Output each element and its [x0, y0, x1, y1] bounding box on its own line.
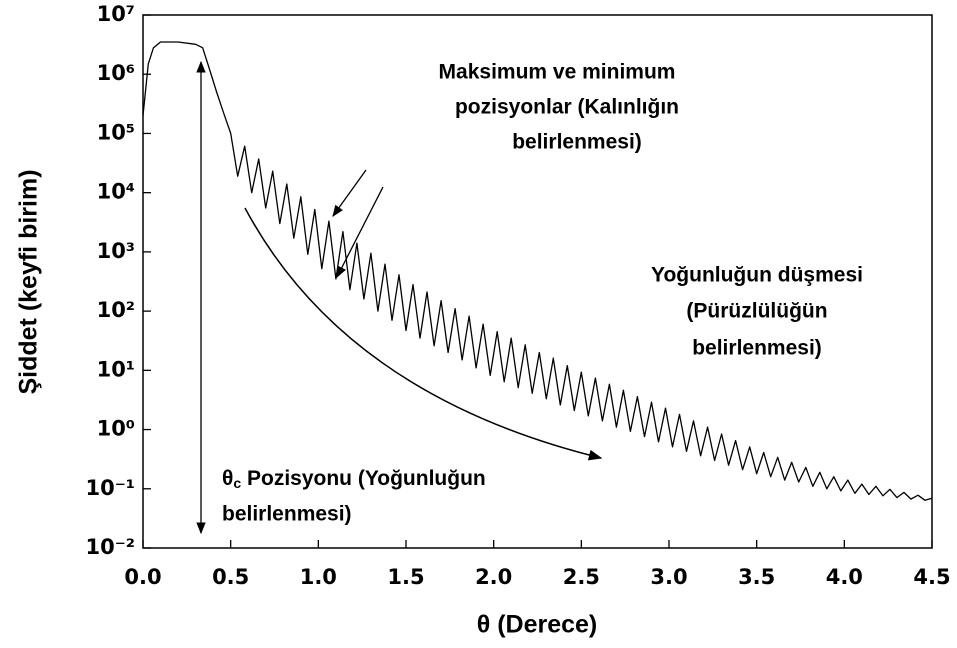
annotation-symbol: θ — [222, 467, 233, 490]
y-tick-label: 10⁶ — [97, 61, 135, 85]
x-tick-label: 4.0 — [826, 565, 863, 589]
x-tick-label: 0.0 — [124, 565, 161, 589]
pointer-arrow — [336, 186, 384, 279]
annotation: belirlenmesi) — [222, 503, 352, 526]
x-tick-label: 0.5 — [212, 565, 249, 589]
x-tick-label: 3.5 — [738, 565, 775, 589]
data-line — [142, 41, 933, 501]
annotation-subscript: c — [233, 475, 241, 491]
x-tick-label: 4.5 — [913, 565, 950, 589]
y-tick-label: 10⁷ — [97, 2, 135, 26]
annotation: θc Pozisyonu (Yoğunluğun — [222, 467, 486, 491]
y-tick-label: 10⁻¹ — [85, 476, 135, 500]
annotation: (Pürüzlülüğün — [686, 300, 827, 323]
annotation: pozisyonlar (Kalınlığın — [455, 96, 679, 119]
y-tick-label: 10⁻² — [85, 535, 135, 559]
y-tick-label: 10¹ — [97, 357, 135, 381]
x-axis-label: θ (Derece) — [477, 611, 598, 639]
annotation: belirlenmesi) — [692, 337, 822, 360]
pointer-arrow — [332, 169, 367, 217]
y-axis-label: Şiddet (keyfi birim) — [15, 169, 43, 394]
y-tick-label: 10⁵ — [97, 120, 135, 144]
x-tick-label: 1.0 — [300, 565, 337, 589]
annotation: belirlenmesi) — [512, 131, 642, 154]
y-tick-label: 10² — [97, 298, 135, 322]
x-tick-label: 2.5 — [563, 565, 600, 589]
x-tick-label: 1.5 — [387, 565, 424, 589]
annotation: Pozisyonu (Yoğunluğun — [241, 467, 486, 490]
plot-frame — [142, 14, 933, 549]
y-tick-label: 10³ — [97, 239, 135, 263]
y-tick-label: 10⁴ — [97, 180, 135, 204]
x-tick-label: 3.0 — [650, 565, 687, 589]
decay-arrow — [244, 207, 603, 461]
annotation: Yoğunluğun düşmesi — [651, 264, 863, 287]
annotation: Maksimum ve minimum — [439, 61, 676, 84]
y-tick-label: 10⁰ — [97, 417, 135, 441]
x-tick-label: 2.0 — [475, 565, 512, 589]
